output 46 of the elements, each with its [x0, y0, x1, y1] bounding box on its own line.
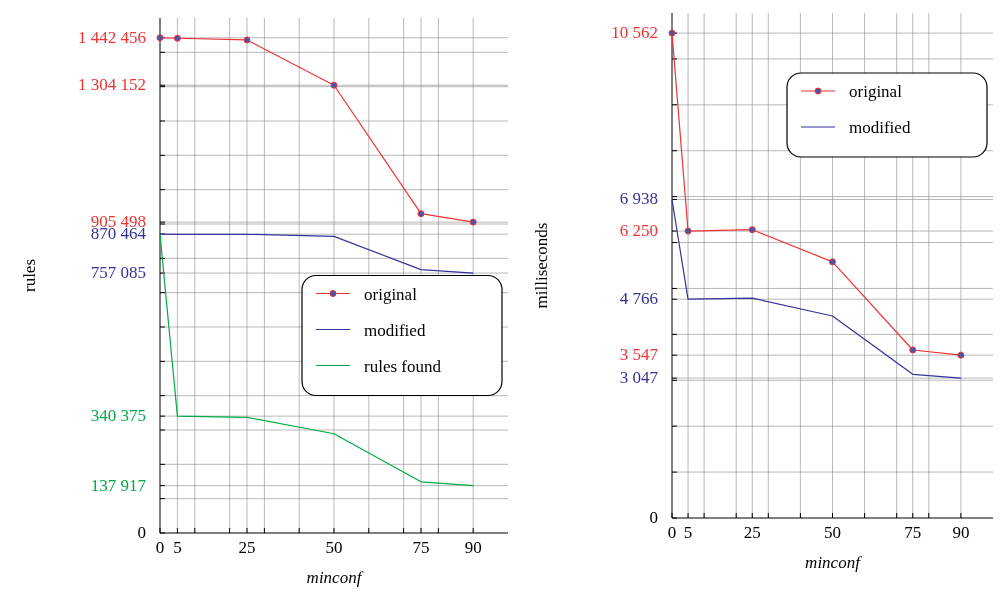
legend-label: modified — [849, 118, 911, 137]
y-tick-label: 757 085 — [90, 263, 146, 283]
x-tick-label: 75 — [412, 538, 430, 557]
y-tick-label: 0 — [649, 508, 658, 527]
point — [748, 226, 756, 234]
line-series — [159, 233, 474, 487]
x-axis-title: minconf — [805, 553, 863, 572]
point — [909, 346, 917, 354]
x-tick-label: 0 — [667, 523, 677, 542]
point — [957, 351, 965, 359]
point — [417, 210, 425, 218]
x-tick-label: 90 — [464, 538, 482, 557]
x-tick-label: 25 — [743, 523, 761, 542]
point — [684, 227, 692, 235]
y-tick-label: 1 442 456 — [78, 27, 146, 47]
x-tick-label: 5 — [683, 523, 693, 542]
y-tick-label: 1 304 152 — [78, 75, 146, 95]
x-tick-label: 25 — [238, 538, 256, 557]
legend-label: original — [364, 284, 418, 304]
line-series — [671, 198, 962, 379]
y-axis-title: milliseconds — [532, 222, 551, 309]
y-tick-label: 137 917 — [90, 475, 147, 495]
point — [243, 36, 251, 44]
y-tick-label: 6 250 — [619, 221, 658, 241]
y-tick-label: 4 766 — [619, 289, 658, 309]
x-tick-label: 50 — [824, 523, 841, 542]
y-tick-label: 6 938 — [619, 189, 658, 209]
legend-label: original — [849, 82, 903, 101]
line-series — [159, 233, 474, 274]
point — [173, 34, 181, 42]
y-tick-label: 10 562 — [611, 23, 658, 43]
point — [330, 81, 338, 89]
y-tick-label: 3 547 — [619, 345, 659, 365]
point — [469, 218, 477, 226]
x-tick-label: 0 — [155, 538, 165, 557]
point — [829, 258, 836, 266]
x-axis-title: minconf — [306, 568, 364, 587]
y-tick-label: 340 375 — [90, 406, 146, 426]
y-tick-label: 3 047 — [619, 368, 659, 388]
legend-label: modified — [364, 320, 426, 340]
x-tick-label: 5 — [173, 538, 182, 557]
legend-label: rules found — [364, 356, 442, 376]
x-tick-label: 75 — [904, 523, 922, 542]
y-axis-title: rules — [20, 258, 39, 293]
x-tick-label: 90 — [952, 523, 970, 542]
x-tick-label: 50 — [325, 538, 343, 557]
